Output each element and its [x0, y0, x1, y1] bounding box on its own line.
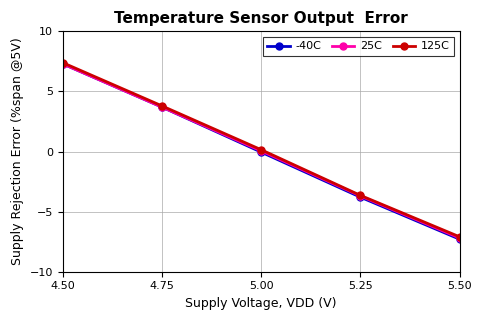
Y-axis label: Supply Rejection Error (%span @5V): Supply Rejection Error (%span @5V) — [11, 38, 24, 265]
25C — [258, 149, 264, 153]
-40C — [159, 105, 165, 109]
125C — [457, 235, 463, 239]
-40C — [457, 237, 463, 241]
Title: Temperature Sensor Output  Error: Temperature Sensor Output Error — [114, 11, 408, 26]
-40C — [258, 150, 264, 154]
25C — [457, 236, 463, 240]
25C — [357, 194, 363, 198]
125C — [357, 194, 363, 197]
-40C — [60, 62, 66, 66]
Line: -40C: -40C — [59, 60, 463, 243]
125C — [258, 148, 264, 152]
25C — [159, 105, 165, 109]
Legend: -40C, 25C, 125C: -40C, 25C, 125C — [263, 37, 454, 56]
Line: 25C: 25C — [59, 60, 463, 241]
25C — [60, 62, 66, 66]
125C — [159, 104, 165, 108]
125C — [60, 61, 66, 65]
X-axis label: Supply Voltage, VDD (V): Supply Voltage, VDD (V) — [185, 297, 337, 310]
-40C — [357, 195, 363, 199]
Line: 125C: 125C — [59, 59, 463, 240]
